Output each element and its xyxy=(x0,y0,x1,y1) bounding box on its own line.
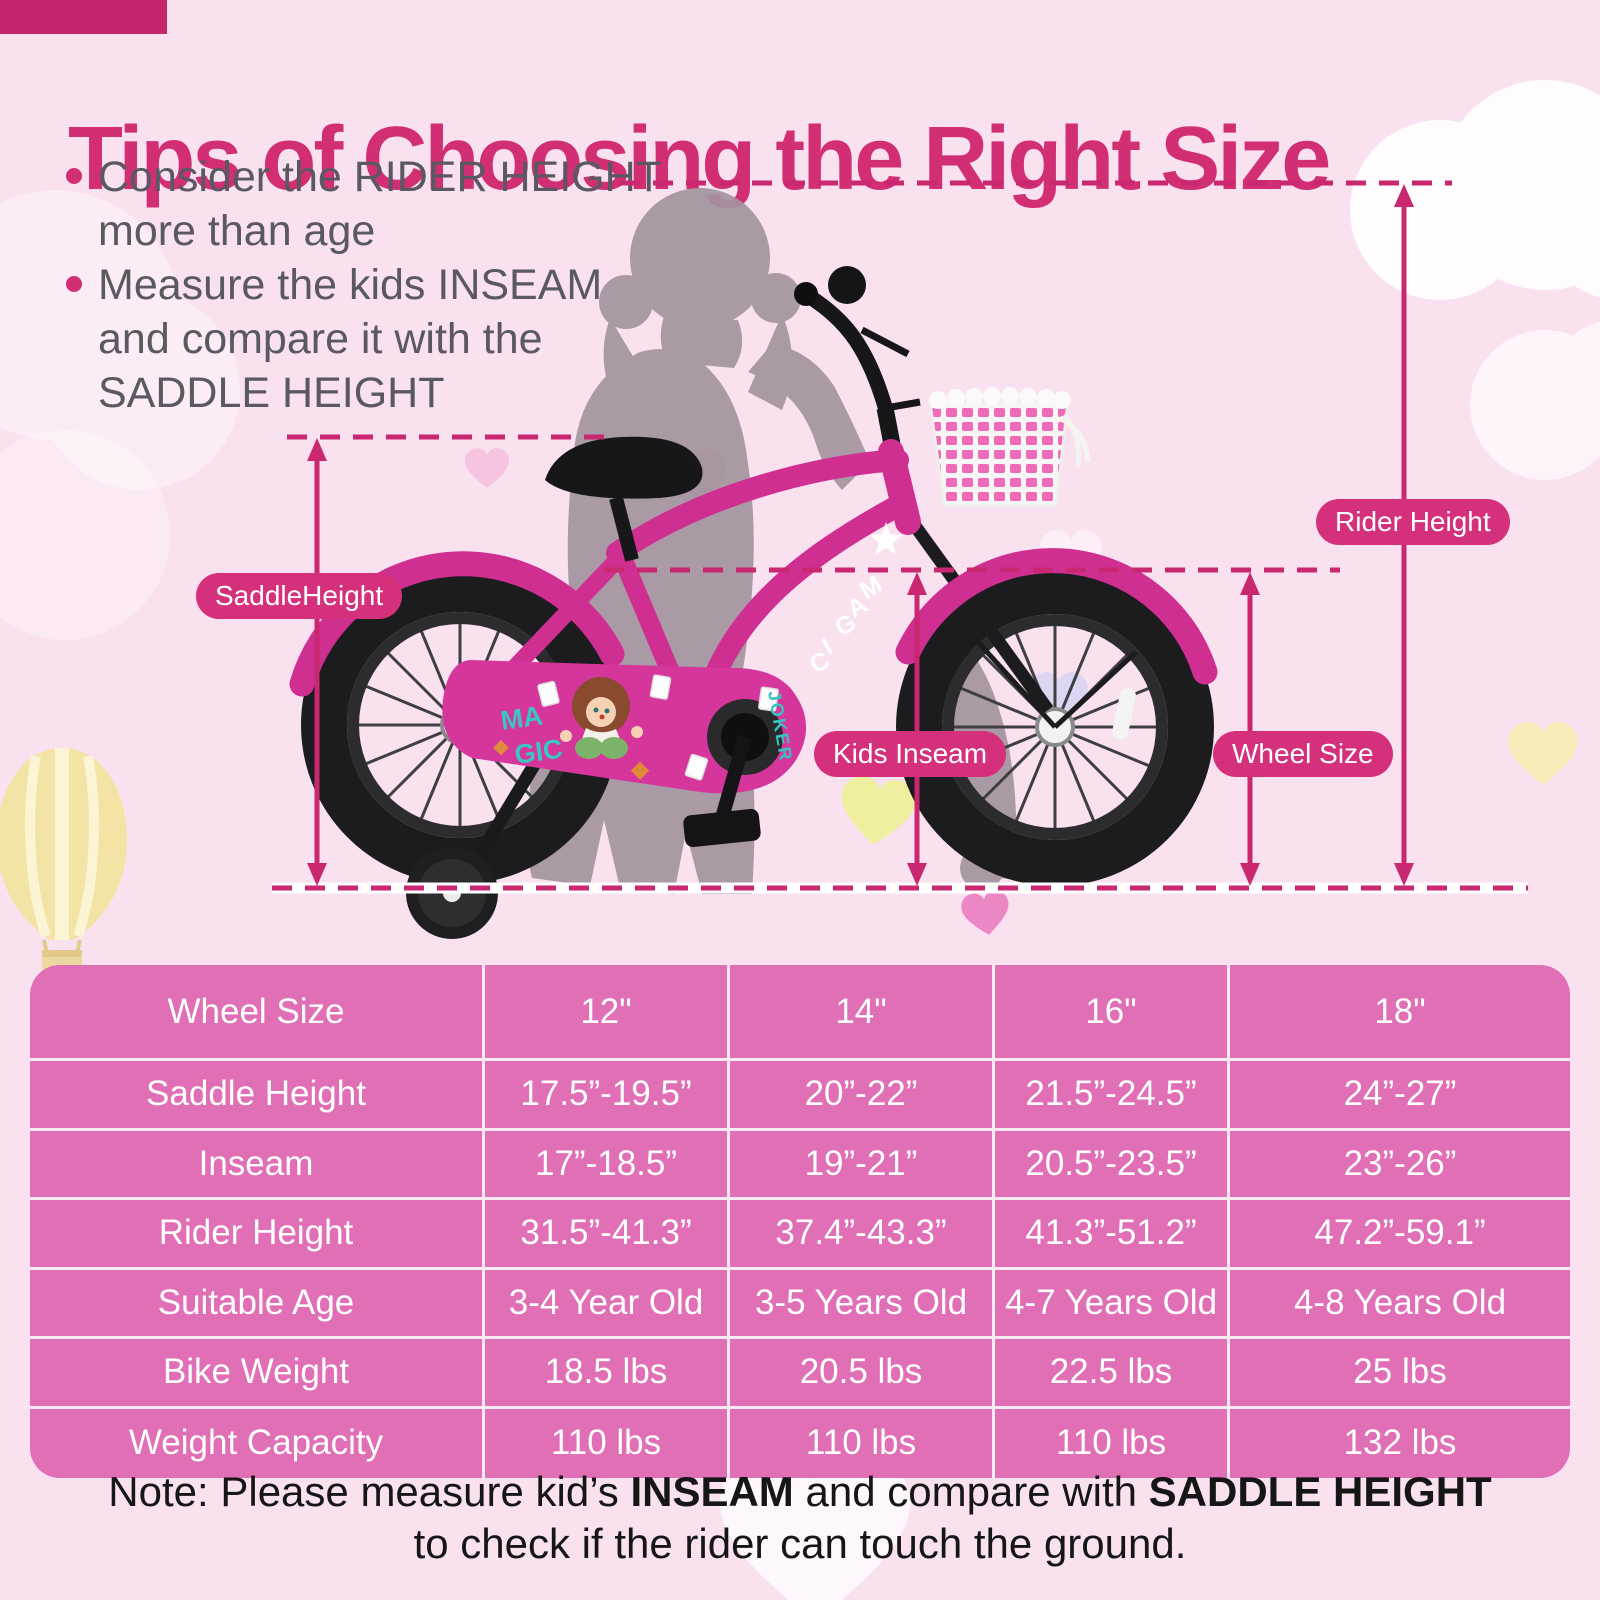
heart-icon xyxy=(836,774,918,850)
table-cell: 20”-22” xyxy=(730,1061,995,1131)
tip-line: Consider the RIDER HEIGHT xyxy=(98,153,662,201)
table-cell: 19”-21” xyxy=(730,1130,995,1200)
front-basket xyxy=(885,387,1091,508)
list-item: Measure the kids INSEAM and compare it w… xyxy=(66,258,666,420)
front-fender xyxy=(895,548,1218,685)
table-cell: 22.5 lbs xyxy=(995,1339,1230,1409)
table-header-cell: 18" xyxy=(1230,965,1570,1061)
table-header-cell: 12" xyxy=(485,965,730,1061)
table-header-cell: Wheel Size xyxy=(30,965,485,1061)
table-row-label: Inseam xyxy=(30,1130,485,1200)
table-cell: 18.5 lbs xyxy=(485,1339,730,1409)
fork-and-handlebar xyxy=(794,266,1138,729)
table-cell: 20.5 lbs xyxy=(730,1339,995,1409)
table-row-label: Bike Weight xyxy=(30,1339,485,1409)
table-cell: 4-8 Years Old xyxy=(1230,1270,1570,1339)
diamond-sticker xyxy=(630,761,650,780)
table-cell: 110 lbs xyxy=(995,1408,1230,1478)
table-cell: 41.3”-51.2” xyxy=(995,1200,1230,1270)
wheel-reflector xyxy=(1112,688,1136,740)
hot-air-balloon-icon xyxy=(0,742,136,982)
crank-and-pedal xyxy=(683,735,761,848)
footnote-saddle: SADDLE HEIGHT xyxy=(1148,1468,1492,1515)
frame-decal-text: M A G IC xyxy=(805,571,887,680)
tips-list: Consider the RIDER HEIGHT more than age … xyxy=(66,150,666,420)
bullet-dot-icon xyxy=(66,276,82,292)
table-cell: 37.4”-43.3” xyxy=(730,1200,995,1270)
table-cell: 21.5”-24.5” xyxy=(995,1061,1230,1131)
star-icon xyxy=(870,522,902,555)
handlebar-grip xyxy=(794,282,818,306)
footnote: Note: Please measure kid’s INSEAM and co… xyxy=(0,1466,1600,1570)
table-row-label: Suitable Age xyxy=(30,1269,485,1339)
table-row-label: Saddle Height xyxy=(30,1061,485,1131)
table-row-label: Rider Height xyxy=(30,1200,485,1270)
tip-line: SADDLE HEIGHT xyxy=(98,369,445,417)
heart-icon xyxy=(465,448,509,488)
table-cell: 4-7 Years Old xyxy=(995,1269,1230,1339)
table-cell: 31.5”-41.3” xyxy=(485,1200,730,1270)
table-cell: 132 lbs xyxy=(1343,1423,1457,1463)
table-cell: 20.5”-23.5” xyxy=(995,1130,1230,1200)
table-cell: 23”-26” xyxy=(1230,1131,1570,1200)
heart-icon xyxy=(720,1450,910,1600)
table-cell: 25 lbs xyxy=(1230,1339,1570,1409)
list-item: Consider the RIDER HEIGHT more than age xyxy=(66,150,666,258)
top-accent-bar xyxy=(0,0,167,34)
heart-icon xyxy=(1508,722,1578,785)
saddle-height-label: SaddleHeight xyxy=(196,573,403,619)
table-cell: 110 lbs xyxy=(485,1408,730,1478)
size-table: Wheel Size 12" 14" 16" 18" Saddle Height 17.5”… xyxy=(30,965,1570,1478)
table-cell: 24”-27” xyxy=(1230,1061,1570,1131)
bike-bell-icon xyxy=(828,266,866,304)
table-row-label: Weight Capacity xyxy=(30,1408,485,1478)
footnote-inseam: INSEAM xyxy=(630,1468,794,1515)
bullet-dot-icon xyxy=(66,168,82,184)
table-cell: 110 lbs xyxy=(730,1408,995,1478)
table-cell: 47.2”-59.1” xyxy=(1230,1200,1570,1270)
clown-cartoon xyxy=(560,677,643,759)
wheel-size-label: Wheel Size xyxy=(1213,731,1393,777)
table-cell: 3-5 Years Old xyxy=(730,1269,995,1339)
tip-line: more than age xyxy=(98,207,376,255)
table-header-cell: 14" xyxy=(730,965,995,1061)
card-stickers xyxy=(537,674,779,781)
rider-height-label: Rider Height xyxy=(1316,499,1510,545)
table-cell: 17”-18.5” xyxy=(485,1130,730,1200)
heart-icon xyxy=(959,889,1013,938)
measurement-arrowheads xyxy=(307,184,1414,886)
table-header-cell: 16" xyxy=(995,965,1230,1061)
kids-inseam-label: Kids Inseam xyxy=(814,731,1007,777)
tip-line: and compare it with the xyxy=(98,315,543,363)
tip-line: Measure the kids INSEAM xyxy=(98,261,603,309)
chain-guard: MA GIC JOKER xyxy=(442,660,807,794)
table-cell: 3-4 Year Old xyxy=(485,1269,730,1339)
saddle-seat xyxy=(545,436,703,562)
guard-magic-line1: MA xyxy=(499,700,545,736)
footnote-line2: to check if the rider can touch the grou… xyxy=(413,1520,1187,1567)
table-cell: 17.5”-19.5” xyxy=(485,1061,730,1131)
footnote-line1: Note: Please measure kid’s INSEAM and co… xyxy=(108,1468,1492,1515)
guard-magic-line2: GIC xyxy=(513,734,565,770)
